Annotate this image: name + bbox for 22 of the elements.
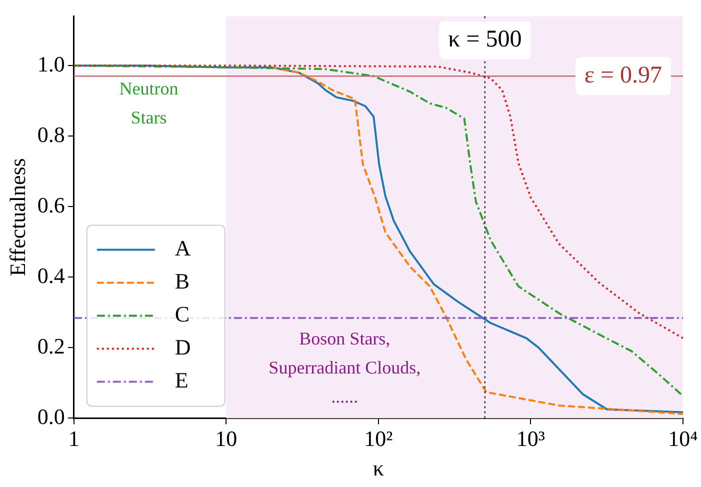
ref-line-label: ε = 0.97 [584,62,662,88]
y-tick-label: 1.0 [37,51,65,76]
ref-line-label: κ = 500 [448,26,522,52]
annotation: Neutron Stars [119,78,178,128]
legend-label: D [174,334,191,360]
y-tick-label: 0.8 [37,122,65,147]
legend-label: E [174,367,188,392]
x-tick-label: 10⁴ [668,426,698,452]
y-tick-label: 0.4 [37,262,65,288]
y-tick-label: 0.2 [37,333,65,358]
x-tick-label: 1 [68,426,80,452]
x-tick-label: 10³ [516,426,546,452]
x-tick-label: 10 [215,426,238,452]
y-tick-label: 0.6 [37,192,65,218]
x-axis-title: κ [372,456,384,481]
legend-label: B [174,268,190,294]
y-tick-label: 0.0 [37,404,65,429]
y-axis-title: Effectualness [4,158,30,276]
x-tick-label: 10² [364,426,394,452]
legend-label: C [174,301,190,326]
legend-label: A [174,235,191,260]
annotation: Boson Stars, Superradiant Clouds, ...... [268,328,421,407]
